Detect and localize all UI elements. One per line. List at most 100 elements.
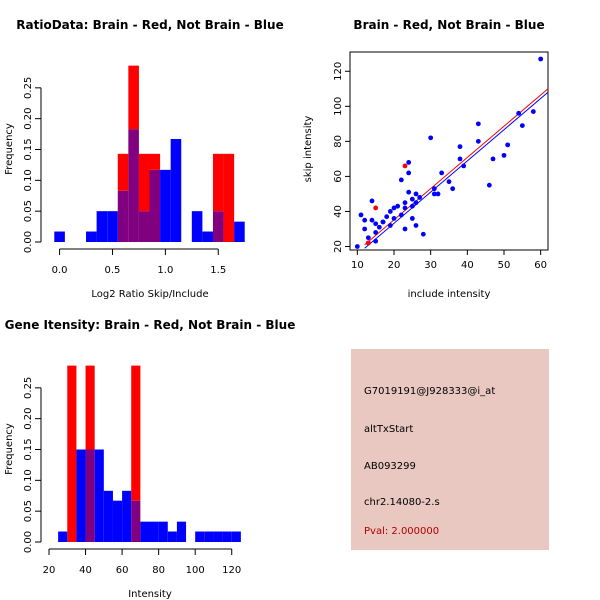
scatter-x-tick-label: 10 [351,260,364,271]
p1-x-tick-label: 0.0 [52,265,68,276]
p1-bar-brain [128,65,139,130]
p3-bar-notbrain [140,521,150,542]
p1-y-tick-label: 0.20 [23,108,34,130]
notbrain-point [450,186,456,192]
p1-bar-brain [149,153,161,170]
p1-y-tick-label: 0.15 [23,138,34,160]
p1-y-tick-label: 0.25 [23,77,34,99]
p3-bar-notbrain [231,531,241,542]
p1-bar-overlap [149,169,161,242]
intensity-scatter-panel: Brain - Red, Not Brain - Blue include in… [303,18,549,300]
p3-x-tick-label: 80 [152,565,165,576]
notbrain-point [439,170,445,176]
scatter-y-tick-label: 80 [333,135,344,148]
gene-histogram-bars [58,365,241,542]
notbrain-point [409,203,415,209]
gene-histogram-ylabel: Frequency [4,423,15,475]
p3-bar-notbrain [122,490,132,542]
p1-y-tick-label: 0.05 [23,200,34,222]
p3-x-tick-label: 100 [186,565,205,576]
notbrain-point [457,144,463,150]
p3-bar-notbrain [149,521,159,542]
p3-bar-overlap [131,500,141,542]
notbrain-point [486,182,492,188]
p1-bar-brain [212,153,224,212]
gene-histogram-xlabel: Intensity [128,589,172,600]
notbrain-point [501,152,507,158]
p1-bar-notbrain [107,211,118,242]
notbrain-point [354,244,360,249]
brain-point [402,163,408,169]
notbrain-point [538,56,544,62]
p3-y-tick-label: 0.15 [23,438,34,460]
notbrain-point [402,205,408,211]
notbrain-point [409,216,415,221]
notbrain-point [413,223,419,228]
p3-bar-notbrain [112,500,123,542]
p1-bar-notbrain [96,211,108,242]
gene-intensity-histogram-panel: Gene Itensity: Brain - Red, Not Brain - … [4,318,295,600]
gene-histogram-axes: 20 40 60 80 100 120 0.00 0.05 0.10 0.15 0.20 0.25 [23,377,241,576]
scatter-x-tick-label: 40 [461,260,474,271]
p1-bar-notbrain [160,169,171,242]
notbrain-point [373,238,379,244]
pval-text: Pval: 2.000000 [364,526,440,537]
scatter-y-tick-label: 40 [333,205,344,218]
p3-x-tick-label: 20 [43,565,56,576]
notbrain-point [516,110,522,116]
p3-bar-brain [131,365,141,501]
probe-info-panel: G7019191@J928333@i_at altTxStart AB09329… [351,349,549,550]
notbrain-point [406,159,412,165]
notbrain-point [398,177,404,183]
notbrain-point [391,205,397,211]
p3-bar-notbrain [167,531,177,542]
notbrain-point [505,142,511,148]
notbrain-point [475,138,481,144]
notbrain-point [413,200,419,206]
scatter-ylabel: skip intensity [303,116,314,183]
p1-bar-overlap [128,129,139,242]
brain-point [373,205,379,211]
notbrain-point [402,200,408,206]
probe-id-text: G7019191@J928333@i_at [364,386,496,397]
scatter-y-tick-label: 100 [333,97,344,116]
p3-bar-notbrain [204,531,214,542]
p3-y-tick-label: 0.25 [23,377,34,399]
notbrain-point [530,109,536,114]
p3-bar-notbrain [76,449,86,542]
p3-bar-notbrain [103,490,113,542]
scatter-y-tick-label: 60 [333,170,344,183]
notbrain-point [369,217,375,223]
p3-bar-notbrain [213,531,223,542]
p3-bar-brain [85,365,95,450]
scatter-y-tick-label: 20 [333,240,344,253]
notbrain-point [409,196,415,202]
notbrain-point [398,212,404,218]
ratio-histogram-xlabel: Log2 Ratio Skip/Include [91,289,208,300]
notbrain-point [475,121,481,127]
notbrain-point [376,224,382,230]
scatter-axes: 10 20 30 40 50 60 20 40 60 80 100 120 [333,62,547,271]
notbrain-point [413,191,419,197]
scatter-y-tick-label: 120 [333,62,344,81]
p3-y-tick-label: 0.10 [23,469,34,491]
ratio-histogram-panel: RatioData: Brain - Red, Not Brain - Blue… [4,18,284,300]
p1-x-tick-label: 1.5 [210,265,226,276]
notbrain-point [380,219,386,225]
p3-bar-notbrain [222,531,232,542]
scatter-x-tick-label: 50 [498,260,511,271]
p3-x-tick-label: 40 [79,565,92,576]
brain-point [365,240,371,246]
notbrain-point [420,231,426,237]
p1-bar-notbrain [234,221,245,242]
scatter-points [354,56,544,249]
p3-bar-overlap [85,449,95,542]
notbrain-point [406,189,412,195]
notbrain-point [387,209,393,214]
accession-text: AB093299 [364,461,416,472]
p1-bar-notbrain [191,211,203,242]
p3-y-tick-label: 0.20 [23,408,34,430]
p1-bar-notbrain [170,139,182,242]
ratio-histogram-bars [54,65,245,242]
